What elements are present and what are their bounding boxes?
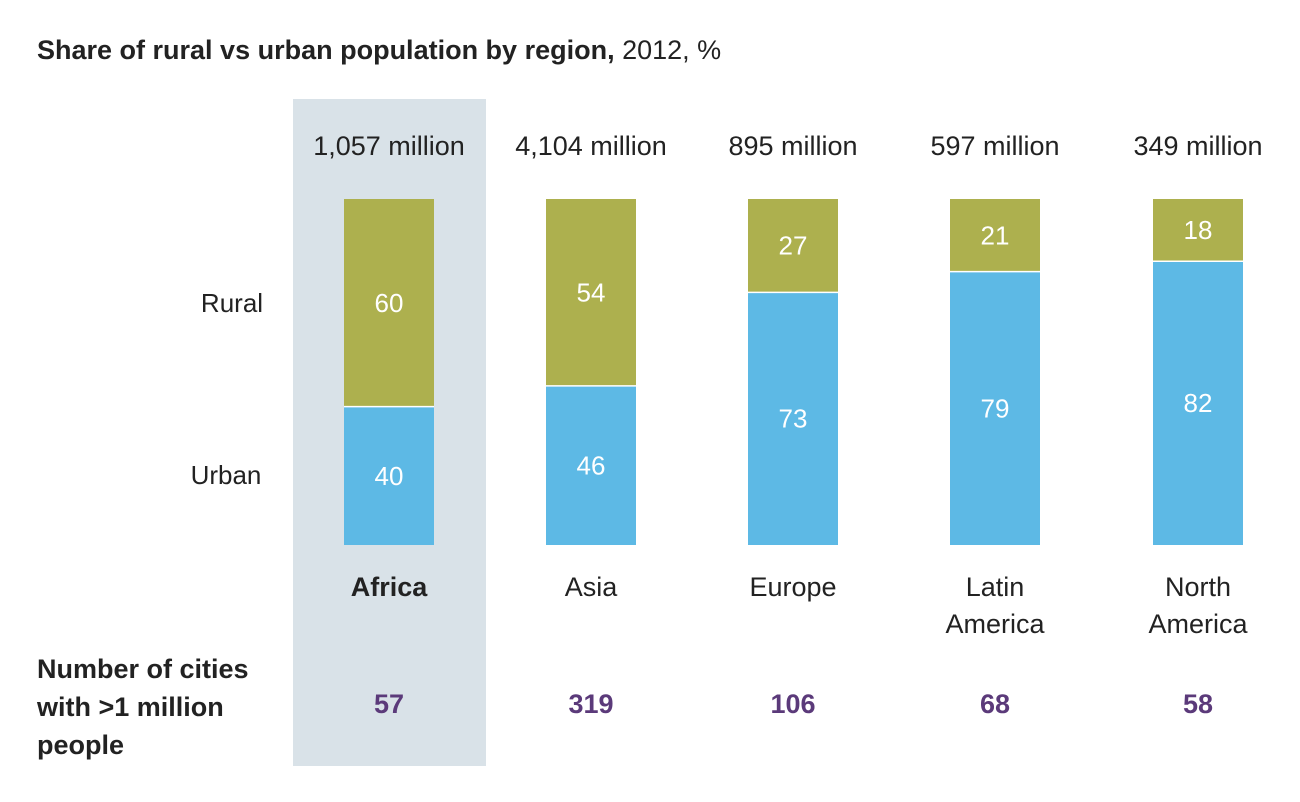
cities-count: 68	[980, 689, 1010, 719]
bar-rural	[344, 199, 434, 407]
population-label: 349 million	[1133, 131, 1262, 161]
bar-urban	[546, 385, 636, 545]
chart-title: Share of rural vs urban population by re…	[37, 35, 721, 66]
urban-axis-label: Urban	[191, 460, 262, 490]
data-label-urban: 46	[577, 450, 606, 480]
category-label: Asia	[565, 572, 619, 602]
bar-urban	[344, 406, 434, 545]
bar-urban	[950, 271, 1040, 545]
category-label: Latin	[966, 572, 1025, 602]
data-label-urban: 82	[1184, 388, 1213, 418]
cities-count: 319	[568, 689, 613, 719]
data-label-rural: 60	[375, 288, 404, 318]
cities-count: 58	[1183, 689, 1213, 719]
bar-rural	[950, 199, 1040, 272]
bar-rural	[748, 199, 838, 293]
data-label-rural: 54	[577, 277, 606, 307]
data-label-urban: 73	[779, 404, 808, 434]
chart-title-suffix: 2012, %	[614, 35, 722, 65]
category-label: Europe	[749, 572, 836, 602]
data-label-urban: 40	[375, 461, 404, 491]
bar-rural	[546, 199, 636, 386]
bar-urban	[748, 292, 838, 545]
data-label-urban: 79	[981, 393, 1010, 423]
cities-count: 57	[374, 689, 404, 719]
data-label-rural: 27	[779, 231, 808, 261]
population-label: 4,104 million	[515, 131, 667, 161]
category-label: America	[1148, 609, 1248, 639]
cities-row-label: Number of cities with >1 million people	[37, 654, 249, 760]
population-label: 1,057 million	[313, 131, 465, 161]
chart-title-main: Share of rural vs urban population by re…	[37, 35, 615, 65]
bar-rural	[1153, 199, 1243, 262]
category-label: North	[1165, 572, 1231, 602]
population-label: 895 million	[728, 131, 857, 161]
cities-count: 106	[770, 689, 815, 719]
category-label: America	[945, 609, 1045, 639]
data-label-rural: 18	[1184, 215, 1213, 245]
category-label: Africa	[351, 572, 429, 602]
rural-axis-label: Rural	[201, 288, 263, 318]
population-label: 597 million	[930, 131, 1059, 161]
bar-urban	[1153, 261, 1243, 545]
data-label-rural: 21	[981, 220, 1010, 250]
